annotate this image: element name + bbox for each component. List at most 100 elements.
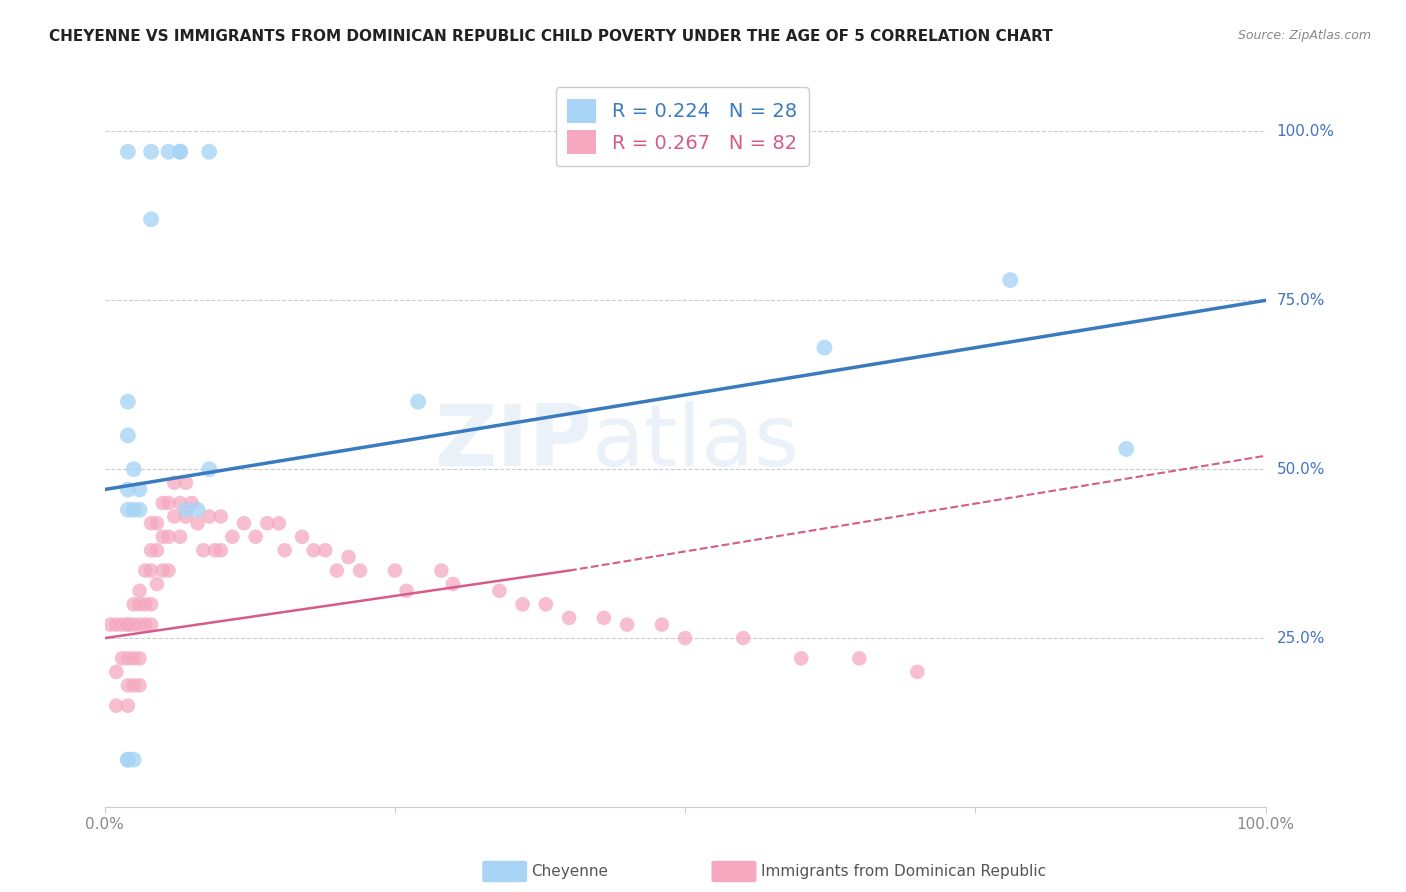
Point <box>430 564 453 578</box>
Point <box>157 496 180 510</box>
Point <box>128 483 150 497</box>
Point <box>273 543 295 558</box>
Point <box>152 530 174 544</box>
Point <box>349 564 371 578</box>
Point <box>198 462 221 476</box>
Point <box>139 564 162 578</box>
Point <box>406 394 429 409</box>
Point <box>117 753 139 767</box>
Point <box>122 651 145 665</box>
Point <box>174 475 197 490</box>
Point <box>221 530 243 544</box>
Point <box>128 651 150 665</box>
Legend: R = 0.224   N = 28, R = 0.267   N = 82: R = 0.224 N = 28, R = 0.267 N = 82 <box>555 87 808 166</box>
Point <box>122 753 145 767</box>
Point <box>117 753 139 767</box>
Text: atlas: atlas <box>592 401 800 483</box>
Point <box>813 341 835 355</box>
Point <box>139 598 162 612</box>
Point <box>157 530 180 544</box>
Point <box>384 564 406 578</box>
Point <box>157 564 180 578</box>
Point <box>122 617 145 632</box>
Point <box>128 502 150 516</box>
Text: 50.0%: 50.0% <box>1277 462 1324 476</box>
Point <box>651 617 673 632</box>
Point <box>233 516 256 531</box>
Point <box>117 678 139 692</box>
Point <box>122 462 145 476</box>
Point <box>117 394 139 409</box>
Point <box>169 145 191 159</box>
Text: Immigrants from Dominican Republic: Immigrants from Dominican Republic <box>761 864 1046 879</box>
Point <box>326 564 349 578</box>
Point <box>314 543 336 558</box>
Point <box>134 598 156 612</box>
Point <box>152 564 174 578</box>
Point <box>558 611 581 625</box>
Point <box>593 611 616 625</box>
Point <box>146 577 169 591</box>
Text: ZIP: ZIP <box>434 401 592 483</box>
Point <box>169 530 191 544</box>
Point <box>209 509 232 524</box>
Point <box>193 543 215 558</box>
Point <box>105 617 128 632</box>
Point <box>157 145 180 159</box>
Point <box>139 212 162 227</box>
Point <box>100 617 122 632</box>
Point <box>174 502 197 516</box>
Point <box>128 598 150 612</box>
Point <box>174 509 197 524</box>
Point <box>512 598 534 612</box>
Point <box>673 631 696 645</box>
Point <box>1000 273 1022 287</box>
Point <box>117 502 139 516</box>
Point <box>134 617 156 632</box>
Point <box>152 496 174 510</box>
Point <box>291 530 314 544</box>
Point <box>117 651 139 665</box>
Point <box>245 530 267 544</box>
Point <box>139 543 162 558</box>
Point <box>128 583 150 598</box>
Point <box>139 617 162 632</box>
Point <box>169 145 191 159</box>
Point <box>139 145 162 159</box>
Point <box>146 516 169 531</box>
Point <box>488 583 510 598</box>
Point <box>180 496 202 510</box>
Point <box>256 516 278 531</box>
Point <box>128 678 150 692</box>
Point <box>441 577 464 591</box>
Point <box>111 617 134 632</box>
Point <box>111 651 134 665</box>
Point <box>117 145 139 159</box>
Point <box>139 516 162 531</box>
Point <box>146 543 169 558</box>
Point <box>134 564 156 578</box>
Point <box>204 543 226 558</box>
Point <box>169 496 191 510</box>
Point <box>733 631 755 645</box>
Text: Cheyenne: Cheyenne <box>531 864 609 879</box>
Text: 75.0%: 75.0% <box>1277 293 1324 308</box>
Point <box>790 651 813 665</box>
Point <box>848 651 870 665</box>
Point <box>187 516 209 531</box>
Point <box>198 509 221 524</box>
Point <box>117 428 139 442</box>
Point <box>122 502 145 516</box>
Point <box>209 543 232 558</box>
Point <box>122 678 145 692</box>
Point <box>122 598 145 612</box>
Point <box>198 145 221 159</box>
Text: 25.0%: 25.0% <box>1277 631 1324 646</box>
Point <box>534 598 557 612</box>
Point <box>616 617 638 632</box>
Text: CHEYENNE VS IMMIGRANTS FROM DOMINICAN REPUBLIC CHILD POVERTY UNDER THE AGE OF 5 : CHEYENNE VS IMMIGRANTS FROM DOMINICAN RE… <box>49 29 1053 44</box>
Text: 100.0%: 100.0% <box>1277 124 1334 139</box>
Point <box>117 698 139 713</box>
Point <box>163 509 186 524</box>
Point <box>128 617 150 632</box>
